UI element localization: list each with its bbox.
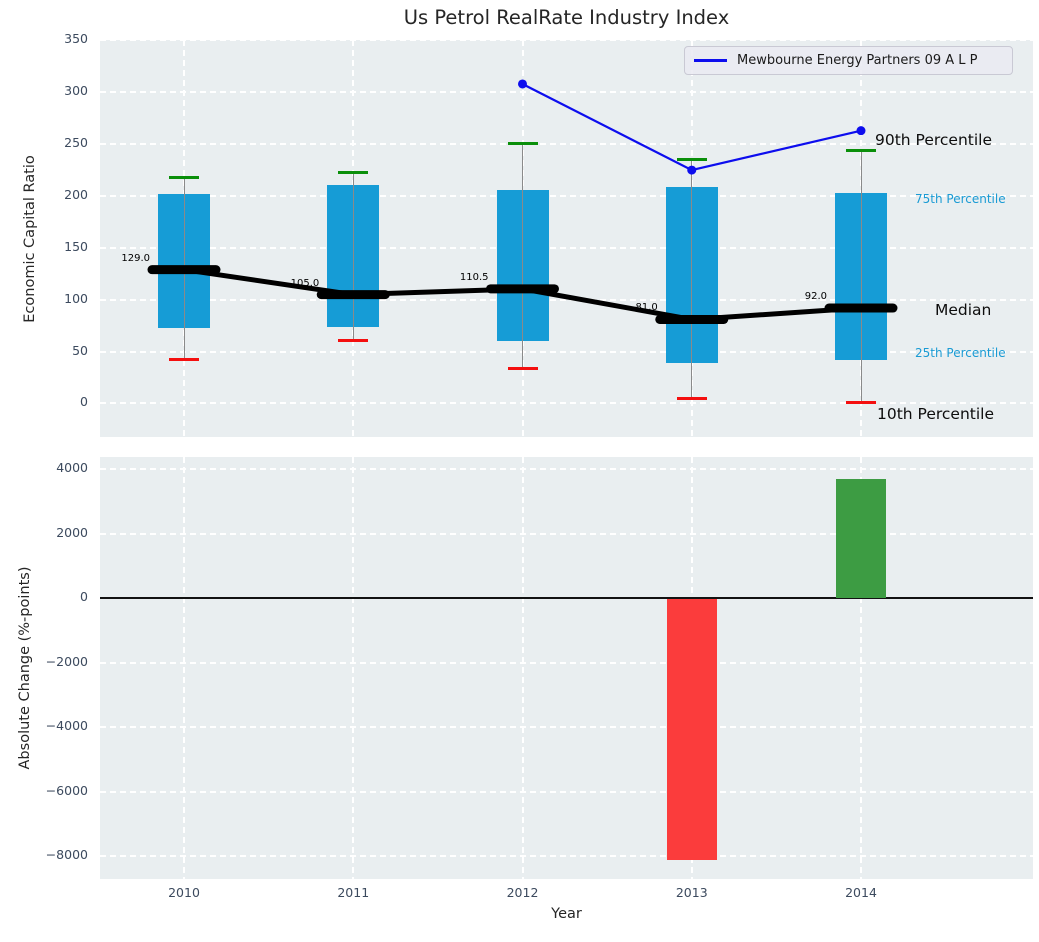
gridline-v — [352, 457, 355, 879]
y-tick-label: 300 — [64, 83, 88, 99]
change-bar-2013 — [666, 599, 717, 860]
median-annotation-2011: 105.0 — [290, 277, 320, 289]
zero-line — [100, 597, 1033, 600]
gridline-h — [100, 726, 1033, 729]
y-tick-label: 50 — [72, 342, 88, 358]
whisker-cap-90th-2012 — [507, 141, 538, 145]
gridline-v — [183, 457, 185, 879]
y-tick-label: 2000 — [56, 524, 88, 540]
gridline-h — [100, 790, 1033, 793]
whisker-cap-90th-2010 — [169, 175, 199, 179]
y-tick-label: 0 — [80, 589, 88, 605]
whisker-2010 — [183, 177, 185, 360]
bottom-axes — [100, 457, 1033, 879]
whisker-2011 — [352, 172, 354, 341]
whisker-cap-10th-2011 — [338, 338, 369, 342]
x-tick-label: 2011 — [337, 885, 370, 900]
gridline-h — [100, 532, 1033, 535]
legend-label: Mewbourne Energy Partners 09 A L P — [737, 53, 978, 68]
y-tick-label: −8000 — [45, 847, 88, 863]
x-axis-label: Year — [551, 906, 582, 922]
whisker-2014 — [860, 150, 862, 403]
whisker-cap-10th-2010 — [169, 358, 199, 362]
y-tick-label: 150 — [64, 238, 88, 254]
median-annotation-2010: 129.0 — [121, 252, 150, 264]
whisker-cap-90th-2014 — [846, 148, 876, 152]
series-overlay — [147, 79, 898, 324]
gridline-h — [100, 195, 1033, 198]
label-10th-percentile: 10th Percentile — [877, 405, 995, 423]
chart-title: Us Petrol RealRate Industry Index — [403, 6, 730, 29]
y-tick-label: −4000 — [45, 718, 88, 734]
median-annotation-2014: 92.0 — [804, 291, 827, 303]
x-tick-label: 2012 — [506, 885, 539, 900]
gridline-h — [100, 402, 1033, 405]
median-annotation-2012: 110.5 — [459, 271, 489, 283]
y-tick-label: 250 — [64, 135, 88, 151]
gridline-h — [100, 246, 1033, 249]
whisker-2013 — [691, 159, 693, 399]
y-tick-label: 200 — [64, 187, 88, 203]
y-tick-label: 0 — [80, 394, 88, 410]
y-tick-label: −2000 — [45, 653, 88, 669]
whisker-cap-10th-2014 — [846, 400, 876, 404]
label-90th-percentile: 90th Percentile — [875, 131, 993, 149]
x-tick-label: 2014 — [845, 885, 877, 900]
whisker-2012 — [522, 143, 523, 369]
y-tick-label: −6000 — [45, 782, 88, 798]
whisker-cap-90th-2011 — [338, 170, 369, 174]
x-tick-label: 2010 — [168, 885, 200, 900]
median-annotation-2013: 81.0 — [635, 302, 658, 314]
legend-line-icon — [694, 59, 727, 62]
label-75th-percentile: 75th Percentile — [915, 192, 1006, 206]
gridline-h — [100, 350, 1033, 353]
gridline-h — [100, 855, 1033, 858]
gridline-h — [100, 91, 1033, 94]
top-axes: 129.0 105.0 110.5 81.0 92.0 — [100, 39, 1033, 437]
whisker-cap-10th-2012 — [507, 366, 538, 370]
gridline-h — [100, 467, 1033, 470]
x-tick-label: 2013 — [675, 885, 708, 900]
change-bar-2014 — [836, 478, 886, 599]
gridline-v — [860, 457, 862, 879]
legend: Mewbourne Energy Partners 09 A L P — [684, 46, 1013, 75]
label-25th-percentile: 25th Percentile — [915, 346, 1006, 360]
gridline-h — [100, 298, 1033, 301]
y-tick-label: 100 — [64, 290, 88, 306]
gridline-v — [521, 457, 524, 879]
y-tick-label: 350 — [64, 31, 88, 47]
label-median: Median — [935, 301, 992, 319]
y-tick-label: 4000 — [56, 459, 88, 475]
whisker-cap-10th-2013 — [676, 396, 707, 400]
gridline-h — [100, 661, 1033, 664]
gridline-h — [100, 39, 1033, 42]
whisker-cap-90th-2013 — [676, 158, 707, 162]
